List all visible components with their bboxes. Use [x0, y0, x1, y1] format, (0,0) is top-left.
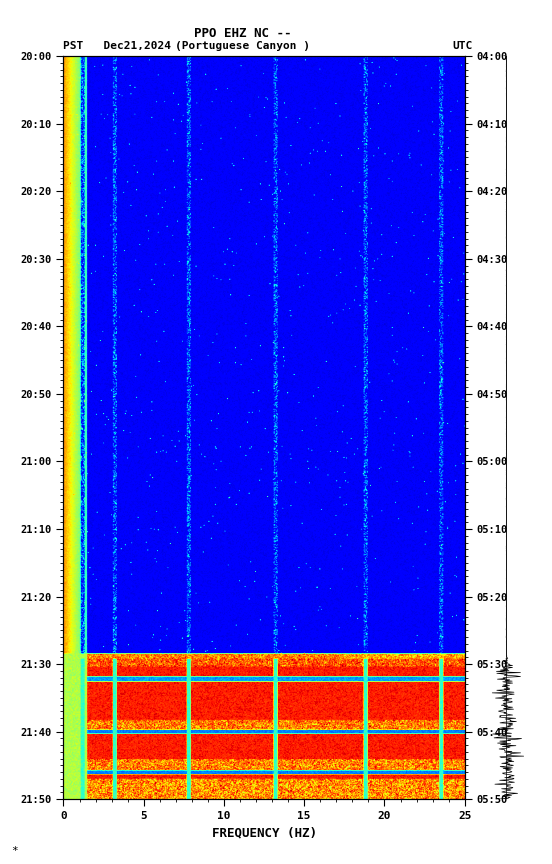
Text: (Portuguese Canyon ): (Portuguese Canyon ): [176, 41, 310, 51]
Text: UTC: UTC: [453, 41, 473, 51]
Text: *: *: [11, 846, 18, 855]
Text: PPO EHZ NC --: PPO EHZ NC --: [194, 27, 291, 40]
Text: PST   Dec21,2024: PST Dec21,2024: [63, 41, 172, 51]
X-axis label: FREQUENCY (HZ): FREQUENCY (HZ): [211, 827, 317, 840]
